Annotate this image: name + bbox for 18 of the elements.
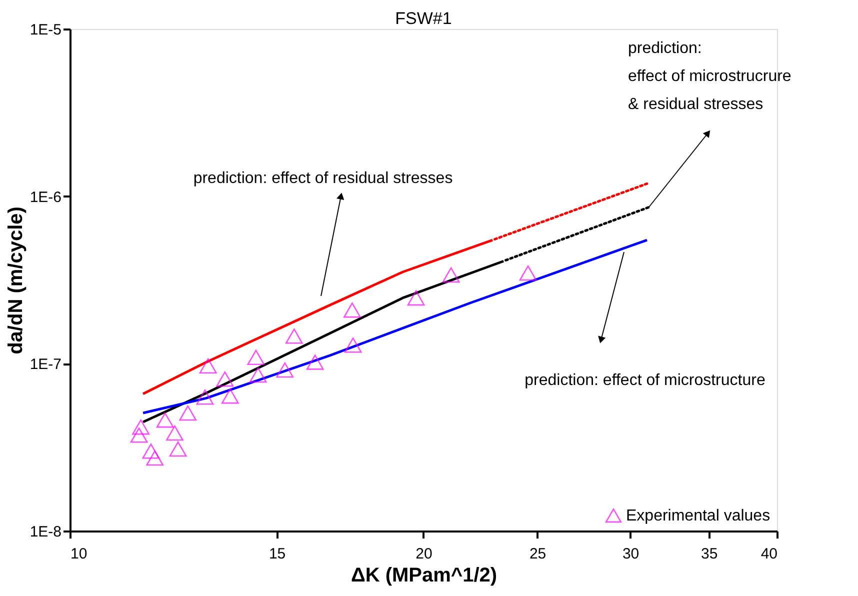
y-tick-label: 1E-7	[30, 356, 62, 374]
chart-title: FSW#1	[395, 9, 452, 28]
x-tick-label: 35	[701, 546, 718, 562]
y-tick-label: 1E-6	[30, 188, 62, 206]
annotation: prediction: effect of microstrucrure & residual stresses	[628, 40, 792, 113]
x-tick-label: 15	[268, 546, 286, 562]
y-tick-label: 1E-5	[30, 22, 62, 38]
x-tick-label: 20	[416, 546, 432, 562]
y-tick-label: 1E-8	[30, 524, 62, 540]
x-tick-label: 10	[70, 546, 88, 562]
annotation: prediction: effect of microstructure	[524, 372, 766, 389]
x-axis-title: ΔK (MPam^1/2)	[350, 564, 498, 586]
annotation: prediction: effect of residual stresses	[193, 170, 453, 187]
x-tick-label: 30	[622, 546, 640, 562]
legend-label: Experimental values	[626, 508, 770, 524]
x-tick-label: 25	[529, 546, 546, 562]
y-axis-title: da/dN (m/cycle)	[4, 206, 27, 354]
x-tick-label: 40	[760, 546, 778, 562]
